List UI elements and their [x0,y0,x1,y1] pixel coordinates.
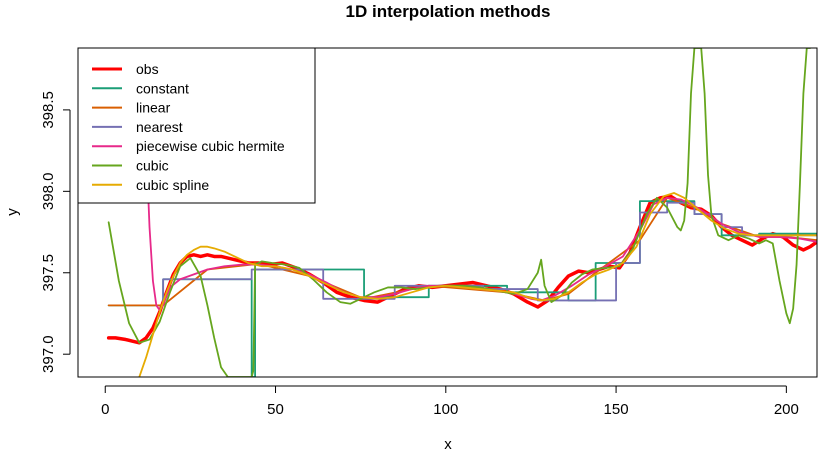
legend-label: obs [136,61,159,77]
x-tick-label: 0 [101,401,109,418]
x-axis: 0 50 100 150 200 [101,385,799,418]
y-tick-label: 398.5 [40,91,57,129]
x-tick-label: 50 [267,401,284,418]
series-line-nearest [162,201,817,307]
legend-label: piecewise cubic hermite [136,138,285,154]
legend-box [77,47,316,204]
y-axis: 397.0 397.5 398.0 398.5 [40,91,71,373]
x-tick-label: 200 [774,401,799,418]
y-axis-label: y [4,208,21,216]
x-tick-label: 150 [604,401,629,418]
series-layer [106,48,817,377]
legend-label: nearest [136,119,183,135]
legend-label: cubic spline [136,177,209,193]
x-axis-label: x [444,436,452,453]
chart-title: 1D interpolation methods [346,2,551,21]
y-tick-label: 397.0 [40,335,57,373]
series-line-cubic [107,48,812,377]
series-line-cubic-spline [138,192,817,377]
legend-label: constant [136,80,189,96]
y-tick-label: 398.0 [40,173,57,211]
y-tick-label: 397.5 [40,254,57,292]
x-tick-label: 100 [433,401,458,418]
legend: obs constant linear nearest piecewise cubic … [77,47,316,204]
legend-label: linear [136,100,171,116]
legend-label: cubic [136,158,169,174]
plot-frame [77,47,818,378]
